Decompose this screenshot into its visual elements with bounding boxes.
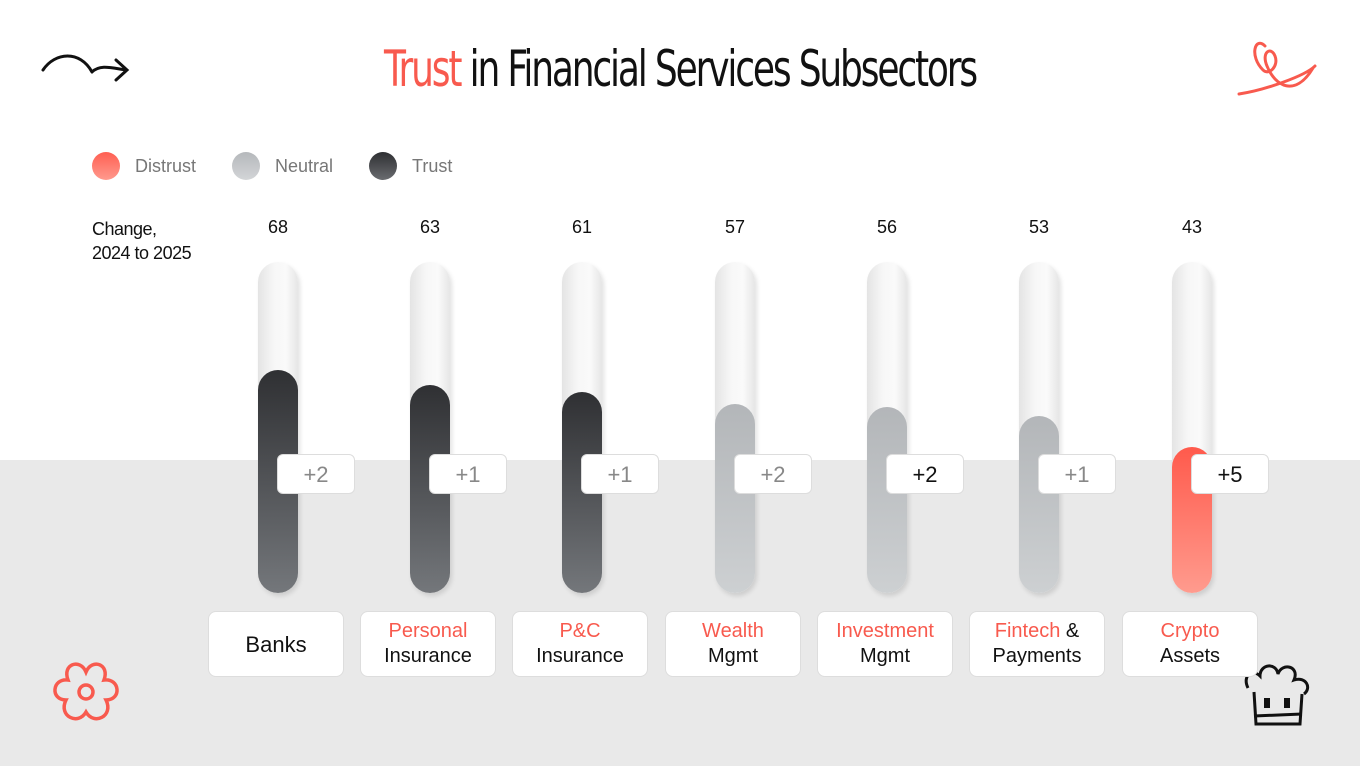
category-highlight: Crypto xyxy=(1160,620,1220,642)
value-label: 56 xyxy=(876,217,898,237)
change-header: Change, 2024 to 2025 xyxy=(92,217,192,265)
category-highlight: Wealth xyxy=(702,620,764,642)
change-header-line: 2024 to 2025 xyxy=(92,243,192,263)
category-text: Insurance xyxy=(384,645,472,667)
bar-neutral xyxy=(1019,416,1059,593)
category-text: Mgmt xyxy=(860,645,910,667)
value-label: 63 xyxy=(419,217,441,237)
chart-title: Trust in Financial Services Subsectors xyxy=(190,40,1169,98)
category-label: Crypto Assets xyxy=(1122,611,1258,677)
category-line: Fintech & xyxy=(970,619,1104,644)
bar-neutral xyxy=(715,403,755,593)
legend-label: Distrust xyxy=(135,155,197,176)
title-rest: in Financial Services Subsectors xyxy=(460,40,979,98)
category-label: Investment Mgmt xyxy=(817,611,953,677)
legend-neutral: Neutral xyxy=(232,152,333,180)
curved-arrow-icon xyxy=(41,54,130,82)
legend-label: Neutral xyxy=(275,155,334,176)
neutral-swatch xyxy=(232,152,261,180)
change-badge: +1 xyxy=(429,454,507,494)
category-label: Banks xyxy=(208,611,344,677)
bar-neutral xyxy=(867,406,907,593)
value-label: 53 xyxy=(1028,217,1050,237)
flower-icon xyxy=(53,662,119,721)
category-highlight: Fintech xyxy=(994,620,1061,642)
category-text: Insurance xyxy=(536,645,624,667)
distrust-swatch xyxy=(92,152,120,180)
value-label: 57 xyxy=(724,217,746,237)
legend-trust: Trust xyxy=(369,152,452,180)
change-badge: +2 xyxy=(277,454,355,494)
change-badge: +1 xyxy=(1038,454,1116,494)
category-text: & xyxy=(1060,620,1080,642)
change-badge: +2 xyxy=(886,454,964,494)
title-highlight: Trust xyxy=(383,40,463,98)
legend: Distrust Neutral Trust xyxy=(92,152,488,180)
value-label: 43 xyxy=(1181,217,1203,237)
change-badge: +1 xyxy=(581,454,659,494)
category-highlight: P&C xyxy=(559,620,601,642)
category-text: Assets xyxy=(1159,645,1221,667)
heart-doodle-icon xyxy=(1237,42,1317,96)
category-text: Payments xyxy=(992,645,1082,667)
category-label: P&C Insurance xyxy=(512,611,648,677)
legend-label: Trust xyxy=(412,155,453,176)
category-text: Banks xyxy=(245,631,307,657)
change-header-line: Change, xyxy=(92,219,157,239)
category-label: Personal Insurance xyxy=(360,611,496,677)
change-badge: +2 xyxy=(734,454,812,494)
category-highlight: Investment xyxy=(836,620,934,642)
value-label: 68 xyxy=(267,217,289,237)
category-highlight: Personal xyxy=(388,620,468,642)
trust-swatch xyxy=(369,152,398,180)
value-label: 61 xyxy=(571,217,593,237)
change-badge: +5 xyxy=(1191,454,1269,494)
category-label: Wealth Mgmt xyxy=(665,611,801,677)
category-text: Mgmt xyxy=(708,645,758,667)
category-label: Fintech & Payments xyxy=(969,611,1105,677)
legend-distrust: Distrust xyxy=(92,152,196,180)
